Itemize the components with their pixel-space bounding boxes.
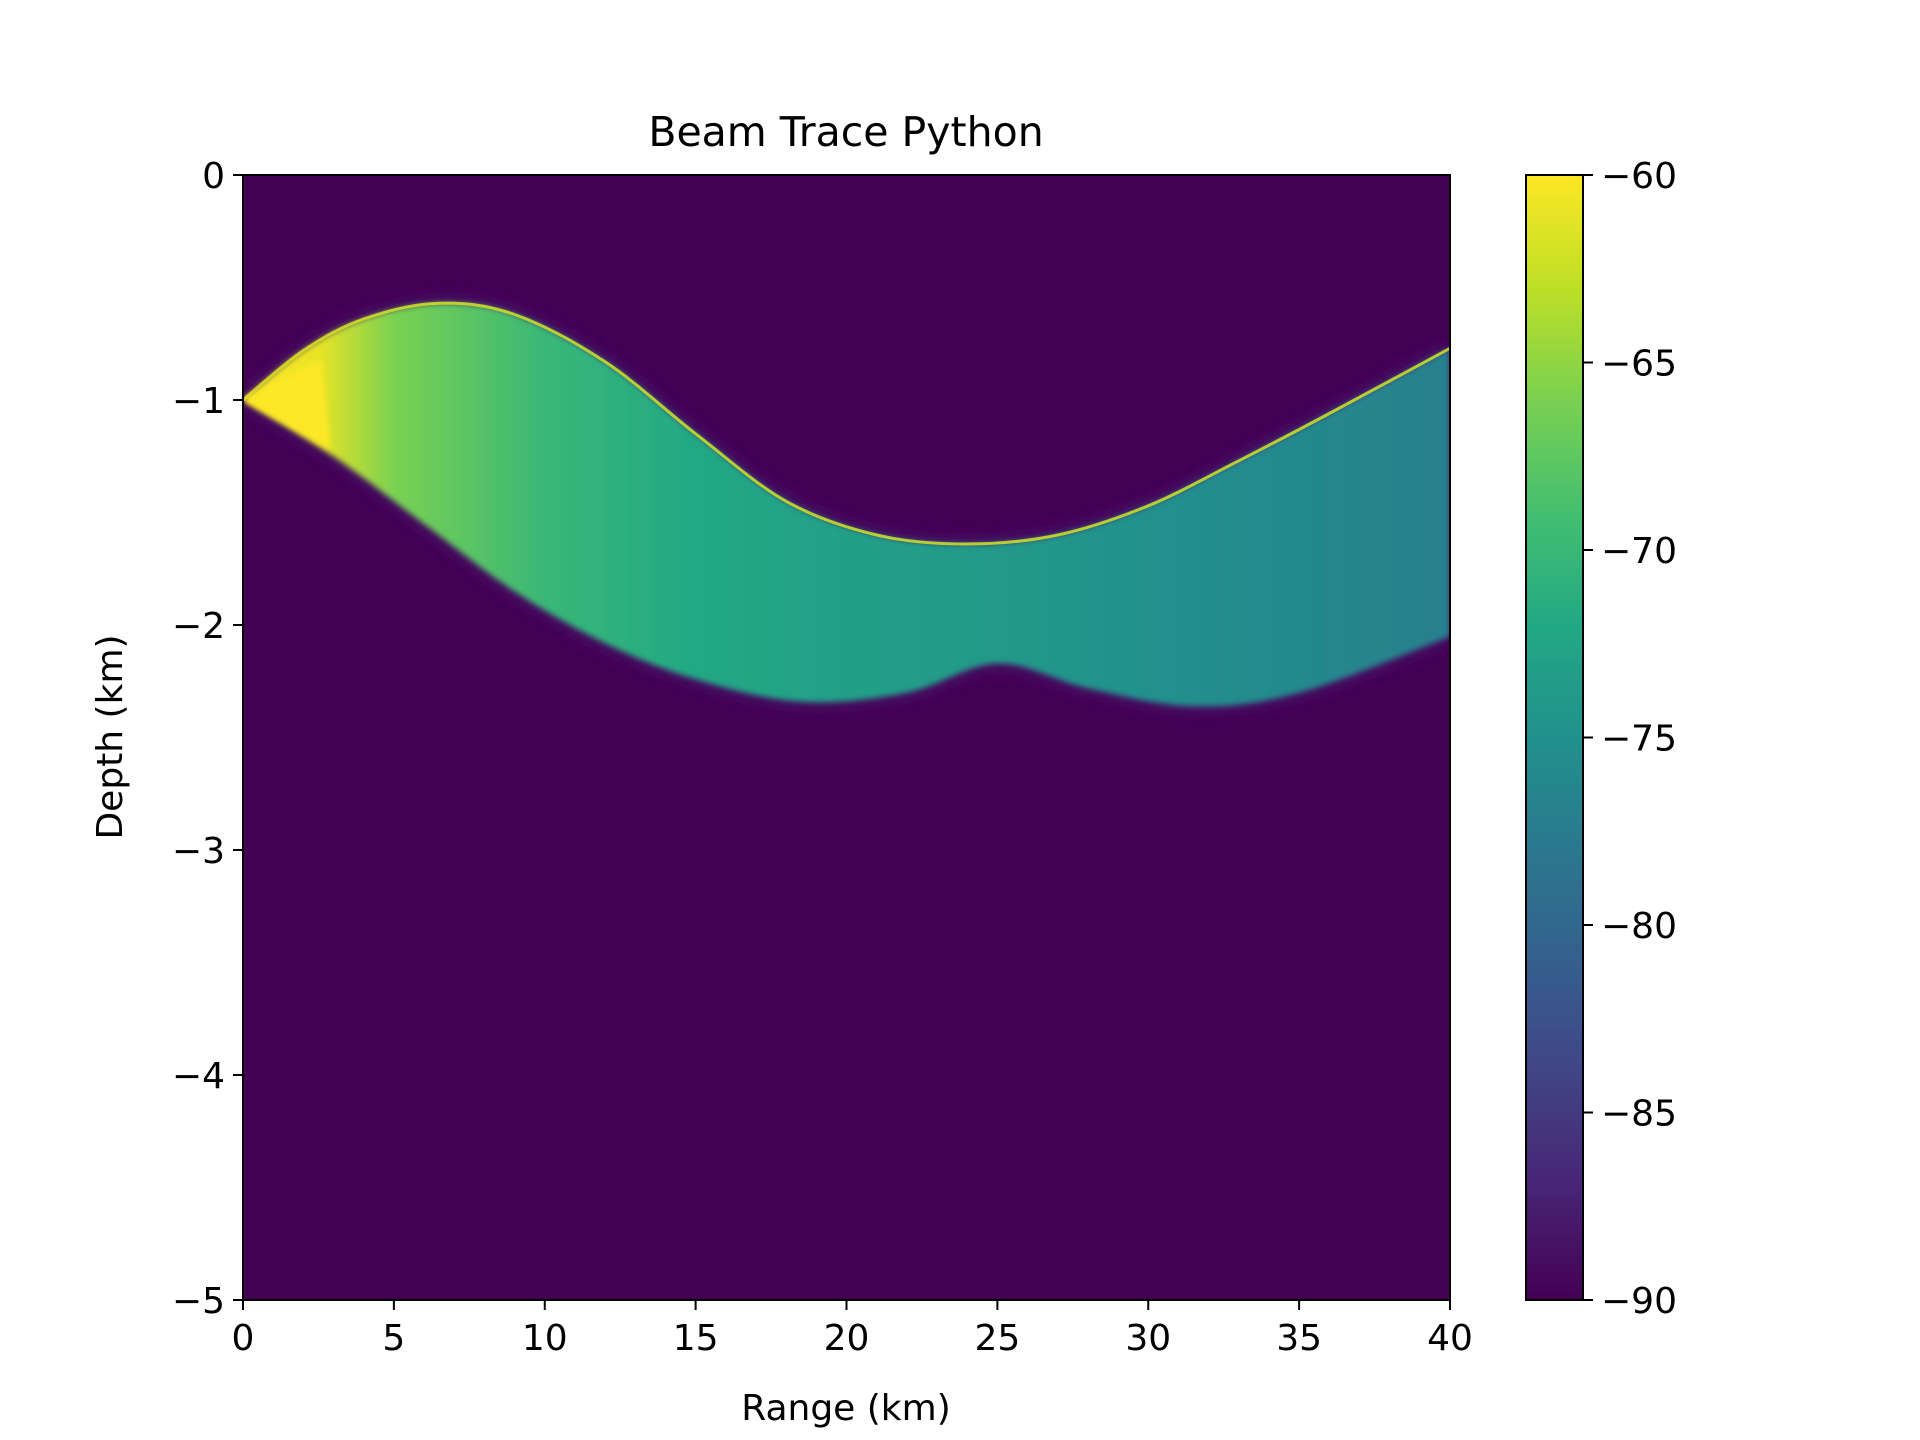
colorbar-tick-label-1: −65 [1601,344,1677,385]
x-axis: 0 5 10 15 20 25 30 35 40 [232,1300,1473,1359]
colorbar: −60 −65 −70 −75 −80 −85 −90 [1525,156,1677,1322]
colorbar-tick-label-5: −85 [1601,1094,1677,1135]
plot-area [242,174,1451,1301]
y-tick-label-4: −4 [172,1056,225,1097]
y-tick-label-0: 0 [202,156,225,197]
chart-title: Beam Trace Python [648,108,1043,156]
x-tick-label-1: 5 [382,1318,405,1359]
colorbar-ticks: −60 −65 −70 −75 −80 −85 −90 [1583,156,1677,1322]
y-axis: 0 −1 −2 −3 −4 −5 [172,156,243,1322]
colorbar-tick-label-3: −75 [1601,719,1677,760]
x-tick-label-8: 40 [1427,1318,1473,1359]
y-tick-label-2: −2 [172,606,225,647]
colorbar-tick-label-2: −70 [1601,531,1677,572]
x-tick-label-3: 15 [673,1318,719,1359]
colorbar-tick-label-4: −80 [1601,906,1677,947]
x-tick-label-2: 10 [522,1318,568,1359]
beam-field [243,303,1450,707]
y-tick-label-1: −1 [172,381,225,422]
y-tick-label-3: −3 [172,831,225,872]
x-tick-label-4: 20 [824,1318,870,1359]
colorbar-fill [1526,175,1583,1300]
x-axis-label: Range (km) [741,1388,951,1429]
y-axis-label: Depth (km) [90,634,131,839]
x-tick-label-7: 35 [1276,1318,1322,1359]
x-tick-label-0: 0 [232,1318,255,1359]
y-tick-label-5: −5 [172,1281,225,1322]
beam-caustic-line [243,301,1450,546]
x-tick-label-6: 30 [1125,1318,1171,1359]
colorbar-tick-label-0: −60 [1601,156,1677,197]
source-hotspot [243,359,331,450]
x-tick-label-5: 25 [974,1318,1020,1359]
colorbar-tick-label-6: −90 [1601,1281,1677,1322]
beam-layer [243,301,1450,707]
